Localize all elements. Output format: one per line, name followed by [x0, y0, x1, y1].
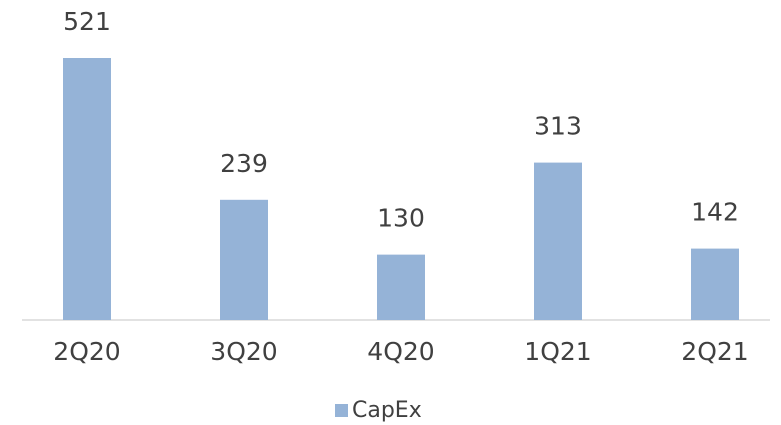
data-label: 521	[63, 7, 111, 36]
data-label: 313	[534, 112, 582, 141]
x-tick-label: 2Q20	[53, 337, 120, 366]
bar	[63, 58, 111, 320]
data-label: 142	[691, 198, 739, 227]
x-tick-label: 1Q21	[524, 337, 591, 366]
legend-swatch	[335, 404, 348, 417]
data-label: 130	[377, 204, 425, 233]
x-tick-label: 2Q21	[681, 337, 748, 366]
bar	[220, 199, 268, 320]
data-label: 239	[220, 149, 268, 178]
x-tick-label: 4Q20	[367, 337, 434, 366]
bar	[377, 254, 425, 320]
legend-label: CapEx	[352, 398, 422, 423]
bar	[534, 162, 582, 320]
x-tick-label: 3Q20	[210, 337, 277, 366]
bar	[691, 248, 739, 320]
